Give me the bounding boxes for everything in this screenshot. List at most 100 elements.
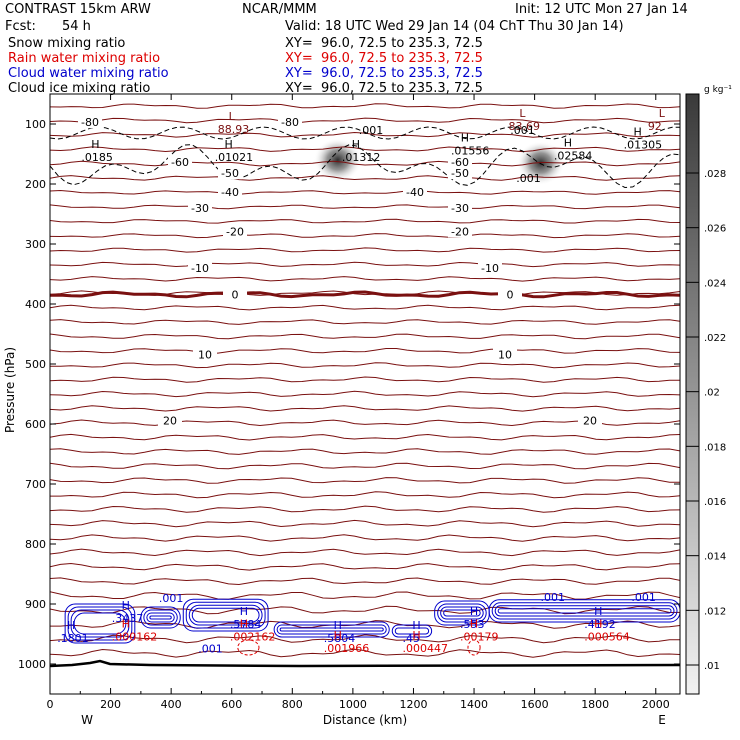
colorbar-label: .026 <box>704 224 726 235</box>
extremum-marker: L <box>659 107 666 120</box>
isotherm-line <box>50 348 680 354</box>
zero-degree-isotherm <box>50 290 680 299</box>
isotherm-line <box>50 362 680 369</box>
label-mask <box>188 202 212 214</box>
temperature-contours <box>50 103 680 668</box>
x-tick-label: 800 <box>282 698 303 711</box>
extremum-marker: L <box>519 107 526 120</box>
extremum-marker: H <box>470 605 478 618</box>
cloud-water-contour <box>273 621 390 638</box>
cloud-water-contour <box>394 627 430 635</box>
extremum-value: .5804 <box>324 632 356 645</box>
label-mask <box>193 348 217 361</box>
cloud-water-contour <box>67 606 133 641</box>
isoline-value-label: .001 <box>516 172 541 185</box>
y-tick-label: 500 <box>25 358 46 371</box>
forecast-hour: 54 h <box>62 19 91 34</box>
isotherm-label: -40 <box>406 186 424 199</box>
field-rain-xy: XY= 96.0, 72.5 to 235.3, 72.5 <box>285 51 483 66</box>
isotherm-line <box>50 319 680 325</box>
extremum-marker: H <box>594 618 602 631</box>
isotherm-line <box>50 562 680 571</box>
isotherm-line <box>50 591 680 600</box>
cloud-water-contour <box>188 604 263 626</box>
extremum-marker: H <box>334 629 342 642</box>
isotherm-label: 0 <box>507 288 514 301</box>
extremum-value: .1801 <box>57 632 88 645</box>
x-tick-label: 1800 <box>581 698 609 711</box>
west-label: W <box>81 713 93 727</box>
extremum-value: .01021 <box>215 151 254 164</box>
cloud-water-contour <box>182 598 269 632</box>
axes: 0 200 400 600 800 1000 1200 1400 1600 1800 2000100… <box>18 94 680 711</box>
contour-labels: -80-80-60 -60-50 -50-40 -40-30 -30-20 -20-10-… <box>57 107 666 655</box>
isotherm-label: -80 <box>81 116 99 129</box>
colorbar-gradient <box>685 93 700 695</box>
cloud-water-contour <box>276 624 387 635</box>
label-mask <box>158 414 182 427</box>
label-mask <box>478 262 502 274</box>
x-tick-label: 0 <box>47 698 54 711</box>
label-mask <box>448 202 472 214</box>
field-cloudice-xy: XY= 96.0, 72.5 to 235.3, 72.5 <box>285 81 483 96</box>
isoline-value-label: .001 <box>198 642 223 655</box>
extremum-marker: H <box>334 619 342 632</box>
extremum-value: .553 <box>460 618 485 631</box>
label-mask <box>223 225 247 238</box>
cloud-water-contour <box>443 609 481 617</box>
extremum-value: 83.69 <box>509 120 541 133</box>
extremum-value: .000447 <box>402 642 448 655</box>
isotherm-line <box>50 419 680 427</box>
x-tick-label: 400 <box>161 698 182 711</box>
snow-contours <box>50 126 680 189</box>
isotherm-line <box>50 462 680 470</box>
isotherm-line <box>50 620 680 629</box>
field-snow-xy: XY= 96.0, 72.5 to 235.3, 72.5 <box>285 36 483 51</box>
y-tick-label: 800 <box>25 538 46 551</box>
x-tick-label: 1400 <box>460 698 488 711</box>
snow-mixing-ratio-contour <box>50 144 680 189</box>
extremum-marker: H <box>594 605 602 618</box>
extremum-value: .002162 <box>230 631 276 644</box>
isotherm-label: -20 <box>451 225 469 238</box>
extremum-value: .001966 <box>324 642 370 655</box>
isotherm-label: -50 <box>221 167 239 180</box>
extremum-marker: H <box>67 619 75 632</box>
extremum-value: .45 <box>402 632 420 645</box>
colorbar-label: .028 <box>704 169 726 180</box>
isotherm-line <box>50 218 680 224</box>
isotherm-line <box>50 505 680 513</box>
rain-water-contour <box>237 639 260 656</box>
isotherm-line <box>50 233 680 239</box>
isotherm-line <box>50 491 680 499</box>
extremum-value: .00179 <box>460 631 499 644</box>
colorbar-label: .02 <box>704 388 720 399</box>
isotherm-line <box>50 204 680 210</box>
field-cloudice-name: Cloud ice mixing ratio <box>8 81 151 96</box>
y-tick-label: 900 <box>25 598 46 611</box>
cloud-water-contour <box>146 612 175 623</box>
plot-frame <box>49 93 681 695</box>
extremum-marker: L <box>229 110 236 123</box>
y-tick-label: 400 <box>25 298 46 311</box>
isotherm-line <box>50 534 680 542</box>
extremum-value: 92 <box>648 120 662 133</box>
snow-mixing-ratio-contour <box>50 126 680 140</box>
y-tick-label: 200 <box>25 178 46 191</box>
y-tick-label: 100 <box>25 118 46 131</box>
x-tick-label: 1600 <box>521 698 549 711</box>
isotherm-line <box>50 146 680 153</box>
isotherm-line <box>50 634 680 644</box>
isotherm-line <box>50 247 680 253</box>
isotherm-line <box>50 548 680 557</box>
model-title: CONTRAST 15km ARW <box>5 2 151 17</box>
extremum-value: .5784 <box>230 618 262 631</box>
isotherm-label: -50 <box>451 167 469 180</box>
isotherm-line <box>50 477 680 484</box>
isotherm-label: -20 <box>226 225 244 238</box>
colorbar-label: .012 <box>704 606 726 617</box>
label-mask <box>218 167 242 180</box>
isotherm-line <box>50 189 680 195</box>
cloud-water-contour <box>497 608 672 614</box>
extremum-marker: H <box>633 126 641 139</box>
